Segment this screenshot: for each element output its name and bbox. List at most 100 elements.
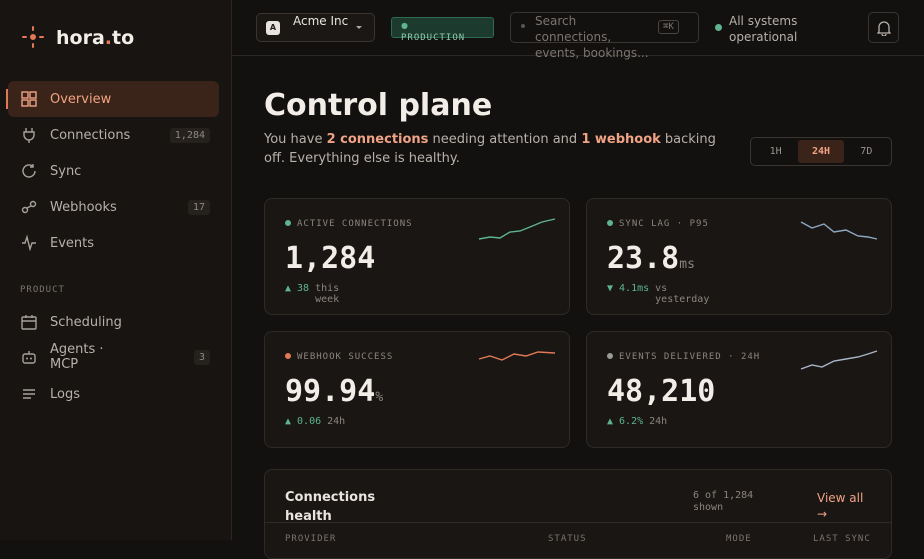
nav-item[interactable]: Logs <box>8 376 219 412</box>
column-header: LAST SYNC <box>813 534 871 544</box>
org-avatar: A <box>266 21 280 35</box>
delta-value: ▲ 0.06 <box>285 416 322 427</box>
topbar: A Acme Inc ● PRODUCTION Search connectio… <box>232 0 924 60</box>
table-title: Connections health <box>285 490 376 524</box>
metric-value: 1,284 <box>285 241 375 276</box>
metric-value: 99.94% <box>285 374 383 409</box>
metric-label-text: EVENTS DELIVERED · 24H <box>619 352 761 362</box>
metric-label-text: SYNC LAG · P95 <box>619 219 709 229</box>
delta-note: 24h <box>649 416 668 427</box>
org-name: Acme Inc <box>293 14 349 28</box>
metric-label: SYNC LAG · P95 <box>607 219 709 229</box>
metric-label: WEBHOOK SUCCESS <box>285 352 393 362</box>
brand-dot: . <box>104 27 112 49</box>
connections-table: Connections health 6 of 1,284 shown View… <box>264 469 892 559</box>
metric-delta: ▲ 0.06 24h <box>285 416 345 427</box>
metric-number: 48,210 <box>607 374 716 409</box>
metric-delta: ▲ 6.2% 24h <box>607 416 667 427</box>
subtitle-text: backing off. Everything else is healthy. <box>264 132 716 166</box>
metric-dot <box>607 353 613 359</box>
metric-number: 23.8 <box>607 241 680 276</box>
range-button[interactable]: 7D <box>860 146 873 157</box>
sparkline <box>800 350 878 370</box>
column-header: STATUS <box>548 534 587 544</box>
nav-label: Overview <box>50 91 112 107</box>
brand-name: hora <box>56 27 105 49</box>
metric-card: ACTIVE CONNECTIONS 1,284 ▲ 38 this week <box>264 198 570 315</box>
metric-number: 99.94 <box>285 374 376 409</box>
delta-value: ▲ 6.2% <box>607 416 644 427</box>
metric-unit: % <box>375 390 384 405</box>
nav-item[interactable]: Scheduling <box>8 304 219 340</box>
subtitle-text: You have <box>264 132 327 147</box>
nav-label: Agents · MCP <box>50 342 104 372</box>
status-text: All systems operational <box>729 14 798 44</box>
subtitle-text: needing attention and <box>428 132 582 147</box>
notifications-button[interactable] <box>868 12 899 43</box>
nav-item[interactable]: Connections 1,284 <box>8 117 219 153</box>
subtitle-highlight: 1 webhook <box>581 132 661 147</box>
search-box[interactable]: Search connections, events, bookings... … <box>510 12 699 60</box>
delta-note: 24h <box>327 416 346 427</box>
metric-label-text: ACTIVE CONNECTIONS <box>297 219 413 229</box>
active-indicator <box>6 89 8 109</box>
org-selector[interactable]: A Acme Inc <box>256 13 375 42</box>
nav-label: Webhooks <box>50 199 117 215</box>
status-dot <box>715 24 722 31</box>
view-all-link[interactable]: View all → <box>817 491 864 521</box>
nav-badge: 17 <box>187 199 210 215</box>
range-button[interactable]: 1H <box>769 146 782 157</box>
metric-card: EVENTS DELIVERED · 24H 48,210 ▲ 6.2% 24h <box>586 331 892 448</box>
nav-badge: 3 <box>193 349 210 365</box>
metric-delta: ▼ 4.1ms vs yesterday <box>607 283 709 305</box>
nav-item[interactable]: Agents · MCP 3 <box>8 338 219 376</box>
delta-value: ▲ 38 <box>285 283 310 294</box>
nav-label: Connections <box>50 127 131 143</box>
metric-value: 23.8ms <box>607 241 695 276</box>
delta-value: ▼ 4.1ms <box>607 283 650 294</box>
nav-label: Sync <box>50 163 82 179</box>
page-subtitle: You have 2 connections needing attention… <box>264 130 724 168</box>
logo-icon <box>22 26 44 48</box>
shortcut-hint: ⌘K <box>658 20 679 34</box>
sidebar: hora.to Overview Connections 1,284 Sync W… <box>0 0 232 540</box>
range-selector: 1H 24H 7D <box>750 137 892 166</box>
delta-note: this week <box>315 283 340 305</box>
metric-card: SYNC LAG · P95 23.8ms ▼ 4.1ms vs yesterday <box>586 198 892 315</box>
metric-value: 48,210 <box>607 374 715 409</box>
section-label: PRODUCT <box>20 285 65 295</box>
range-button[interactable]: 24H <box>798 140 844 163</box>
nav-label: Scheduling <box>50 314 122 330</box>
metric-label-text: WEBHOOK SUCCESS <box>297 352 394 362</box>
column-header: PROVIDER <box>285 534 337 544</box>
divider <box>265 522 891 523</box>
column-header: MODE <box>726 534 752 544</box>
brand: hora.to <box>56 27 134 49</box>
metric-number: 1,284 <box>285 241 376 276</box>
brand-name: to <box>112 27 135 49</box>
metric-unit: ms <box>679 257 695 272</box>
nav-item[interactable]: Sync <box>8 153 219 189</box>
nav-label: Events <box>50 235 95 251</box>
env-label: PRODUCTION <box>401 33 466 43</box>
metric-label: ACTIVE CONNECTIONS <box>285 219 413 229</box>
metric-delta: ▲ 38 this week <box>285 283 369 305</box>
nav-item[interactable]: Webhooks 17 <box>8 189 219 225</box>
nav-badge: 1,284 <box>169 127 210 143</box>
metric-card: WEBHOOK SUCCESS 99.94% ▲ 0.06 24h <box>264 331 570 448</box>
delta-note: vs yesterday <box>655 283 710 305</box>
sparkline <box>478 218 556 240</box>
nav-item[interactable]: Events <box>8 225 219 261</box>
sparkline <box>478 351 556 361</box>
metric-dot <box>607 220 613 226</box>
page-title: Control plane <box>264 88 493 123</box>
metric-dot <box>285 220 291 226</box>
metric-label: EVENTS DELIVERED · 24H <box>607 352 760 362</box>
env-badge: ● PRODUCTION <box>391 17 494 43</box>
nav-item[interactable]: Overview <box>8 81 219 117</box>
metric-dot <box>285 353 291 359</box>
search-placeholder: Search connections, events, bookings... <box>535 14 649 60</box>
table-count: 6 of 1,284 shown <box>693 490 754 513</box>
sparkline <box>800 221 878 240</box>
